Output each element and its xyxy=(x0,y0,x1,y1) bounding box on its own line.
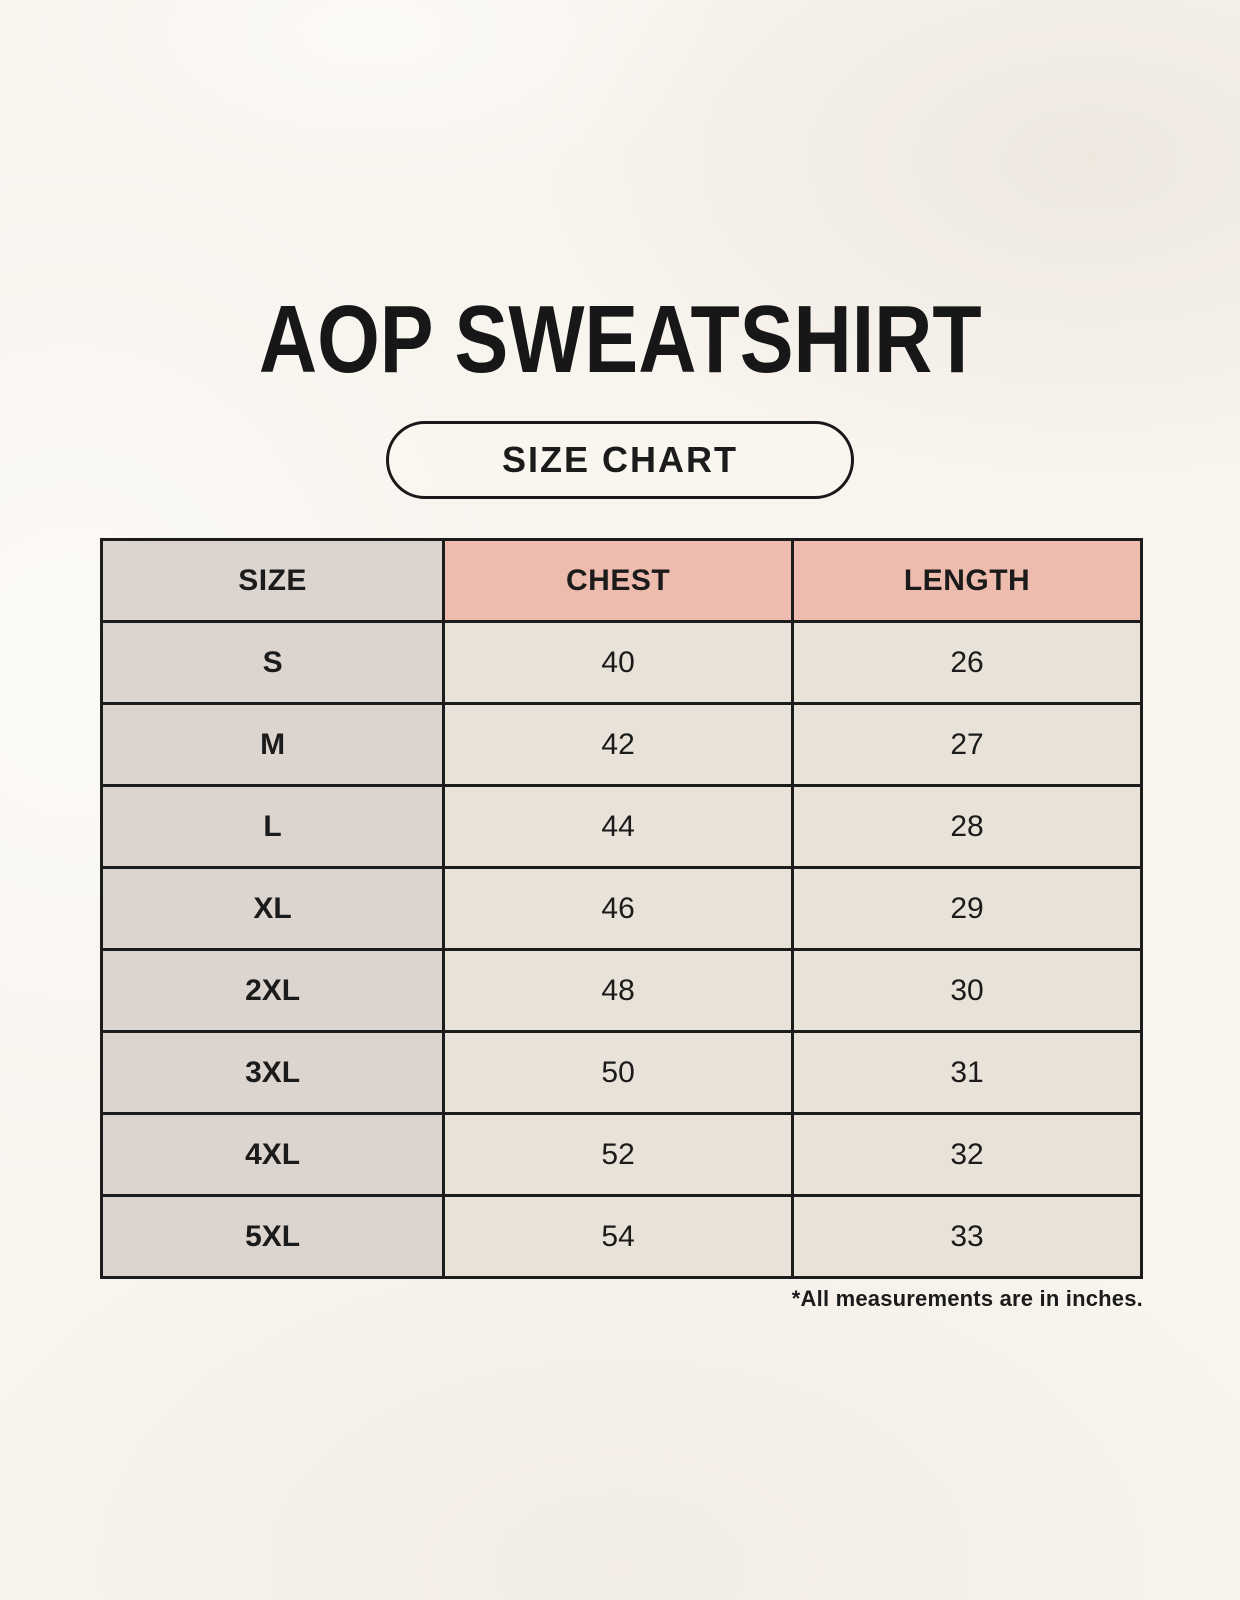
chest-value-cell: 44 xyxy=(442,784,795,869)
length-value-cell: 32 xyxy=(791,1112,1143,1197)
chest-value-cell: 42 xyxy=(442,702,795,787)
chest-value-cell: 52 xyxy=(442,1112,795,1197)
table-row: S 40 26 xyxy=(99,620,1143,705)
column-header-length: LENGTH xyxy=(791,538,1143,623)
chest-value-cell: 48 xyxy=(442,948,795,1033)
size-label-cell: 2XL xyxy=(99,948,446,1033)
size-label-cell: 3XL xyxy=(99,1030,446,1115)
length-value-cell: 27 xyxy=(791,702,1143,787)
table-row: 5XL 54 33 xyxy=(99,1194,1143,1279)
table-header-row: SIZE CHEST LENGTH xyxy=(99,538,1143,623)
size-label-cell: L xyxy=(99,784,446,869)
length-value-cell: 30 xyxy=(791,948,1143,1033)
size-label-cell: 4XL xyxy=(99,1112,446,1197)
table-row: 4XL 52 32 xyxy=(99,1112,1143,1197)
size-chart-badge: SIZE CHART xyxy=(386,421,854,499)
page-title: AOP SWEATSHIRT xyxy=(0,292,1240,388)
length-value-cell: 26 xyxy=(791,620,1143,705)
table-row: 3XL 50 31 xyxy=(99,1030,1143,1115)
size-label-cell: M xyxy=(99,702,446,787)
size-label-cell: XL xyxy=(99,866,446,951)
measurement-note: *All measurements are in inches. xyxy=(791,1286,1143,1311)
column-header-chest: CHEST xyxy=(442,538,795,623)
table-row: XL 46 29 xyxy=(99,866,1143,951)
length-value-cell: 31 xyxy=(791,1030,1143,1115)
size-chart-table: SIZE CHEST LENGTH S 40 26 M 42 27 L 44 28 XL 46 29 2… xyxy=(99,538,1143,1279)
table-row: 2XL 48 30 xyxy=(99,948,1143,1033)
length-value-cell: 33 xyxy=(791,1194,1143,1279)
size-table-body: S 40 26 M 42 27 L 44 28 XL 46 29 2XL 48 30 3XL 50 31 4XL 52… xyxy=(99,620,1143,1279)
size-chart-badge-label: SIZE CHART xyxy=(502,439,738,480)
table-row: L 44 28 xyxy=(99,784,1143,869)
size-chart-table-container: SIZE CHEST LENGTH S 40 26 M 42 27 L 44 28 XL 46 29 2… xyxy=(99,538,1143,1279)
page-title-text: AOP SWEATSHIRT xyxy=(258,286,982,393)
chest-value-cell: 46 xyxy=(442,866,795,951)
table-row: M 42 27 xyxy=(99,702,1143,787)
length-value-cell: 28 xyxy=(791,784,1143,869)
size-label-cell: S xyxy=(99,620,446,705)
chest-value-cell: 40 xyxy=(442,620,795,705)
chest-value-cell: 54 xyxy=(442,1194,795,1279)
length-value-cell: 29 xyxy=(791,866,1143,951)
column-header-size: SIZE xyxy=(99,538,446,623)
chest-value-cell: 50 xyxy=(442,1030,795,1115)
size-label-cell: 5XL xyxy=(99,1194,446,1279)
